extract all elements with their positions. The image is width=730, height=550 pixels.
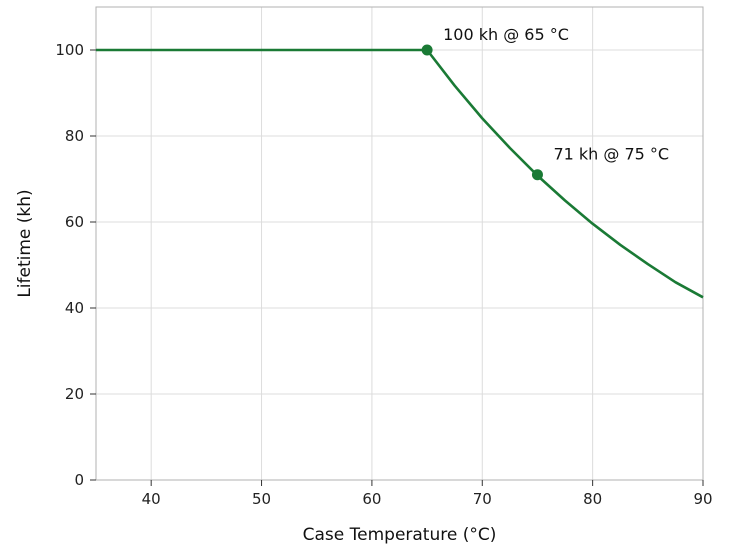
- annotations: 100 kh @ 65 °C 71 kh @ 75 °C: [421, 25, 669, 181]
- y-tick-label: 100: [55, 41, 84, 59]
- y-tick-label: 0: [74, 471, 84, 489]
- x-tick-label: 50: [252, 490, 271, 508]
- plot-frame: [95, 6, 704, 481]
- y-tick-label: 80: [65, 127, 84, 145]
- axes: 40 50 60 70 80 90 0 20 40 60 80 100: [55, 41, 712, 508]
- x-axis-title: Case Temperature (°C): [303, 525, 497, 545]
- series: [96, 48, 704, 299]
- annotation-marker: [531, 169, 543, 181]
- y-tick-label: 20: [65, 385, 84, 403]
- x-tick-label: 80: [583, 490, 602, 508]
- x-tick-label: 70: [473, 490, 492, 508]
- y-axis-title: Lifetime (kh): [15, 189, 35, 297]
- lifetime-series-line: [96, 48, 704, 299]
- y-tick-label: 40: [65, 299, 84, 317]
- x-tick-label: 40: [142, 490, 161, 508]
- annotation-label: 71 kh @ 75 °C: [553, 145, 669, 164]
- x-tick-label: 60: [362, 490, 381, 508]
- annotation-label: 100 kh @ 65 °C: [443, 25, 569, 44]
- x-tick-label: 90: [693, 490, 712, 508]
- annotation-marker: [421, 44, 433, 56]
- y-tick-label: 60: [65, 213, 84, 231]
